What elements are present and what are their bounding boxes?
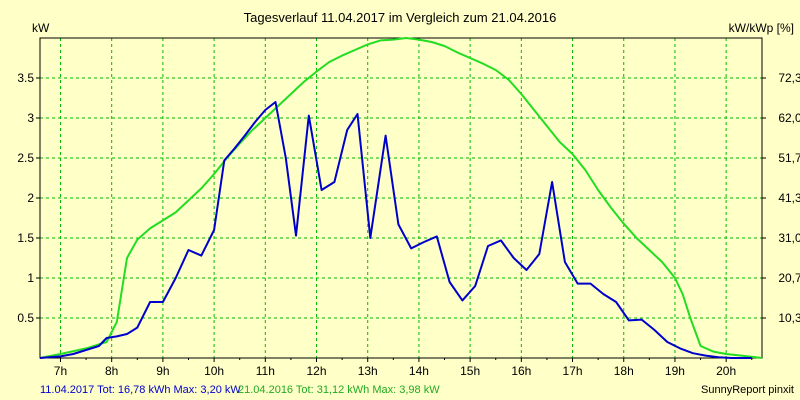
y-tick-label-right: 72,3 <box>778 71 800 85</box>
x-tick-label: 17h <box>563 364 583 378</box>
y-tick-label-left: 2 <box>27 191 34 205</box>
tick-labels: 7h 8h 9h 10h 11h 12h 13h 14h 15h 16h 17h 18h 19h 20h 0… <box>17 71 800 378</box>
y-tick-label-left: 2.5 <box>17 151 34 165</box>
y-tick-label-left: 3.5 <box>17 71 34 85</box>
x-tick-label: 19h <box>665 364 685 378</box>
y-tick-label-left: 1 <box>27 271 34 285</box>
series-line-s2017 <box>39 101 752 359</box>
x-tick-label: 10h <box>204 364 224 378</box>
x-tick-label: 11h <box>256 364 275 378</box>
x-tick-label: 8h <box>105 364 118 378</box>
series-line-s2016 <box>39 37 763 359</box>
y-tick-label-right: 31,0 <box>778 231 800 245</box>
chart-title: Tagesverlauf 11.04.2017 im Vergleich zum… <box>244 10 557 25</box>
y-tick-label-right: 62,0 <box>778 111 800 125</box>
x-tick-label: 14h <box>409 364 429 378</box>
y-tick-label-left: 0.5 <box>17 311 34 325</box>
x-tick-label: 16h <box>511 364 531 378</box>
x-tick-label: 18h <box>614 364 634 378</box>
y-tick-label-right: 10,3 <box>778 311 800 325</box>
y-tick-label-right: 20,7 <box>778 271 800 285</box>
footer-series-2017: 11.04.2017 Tot: 16,78 kWh Max: 3,20 kW <box>40 384 241 396</box>
x-tick-label: 20h <box>716 364 736 378</box>
x-tick-label: 12h <box>306 364 326 378</box>
y-tick-label-right: 41,3 <box>778 191 800 205</box>
y-axis-right-label: kW/kWp [%] <box>729 21 794 35</box>
y-tick-label-left: 1.5 <box>17 231 34 245</box>
y-tick-label-left: 3 <box>27 111 34 125</box>
grid-lines <box>40 38 762 358</box>
series-lines <box>39 37 763 359</box>
footer-series-2016: 21.04.2016 Tot: 31,12 kWh Max: 3,98 kW <box>238 384 440 396</box>
x-tick-label: 15h <box>460 364 480 378</box>
x-tick-label: 7h <box>54 364 67 378</box>
x-tick-label: 9h <box>156 364 169 378</box>
y-tick-label-right: 51,7 <box>778 151 800 165</box>
footer-credit: SunnyReport pinxit <box>701 384 794 396</box>
x-tick-label: 13h <box>358 364 378 378</box>
y-axis-left-label: kW <box>32 21 50 35</box>
